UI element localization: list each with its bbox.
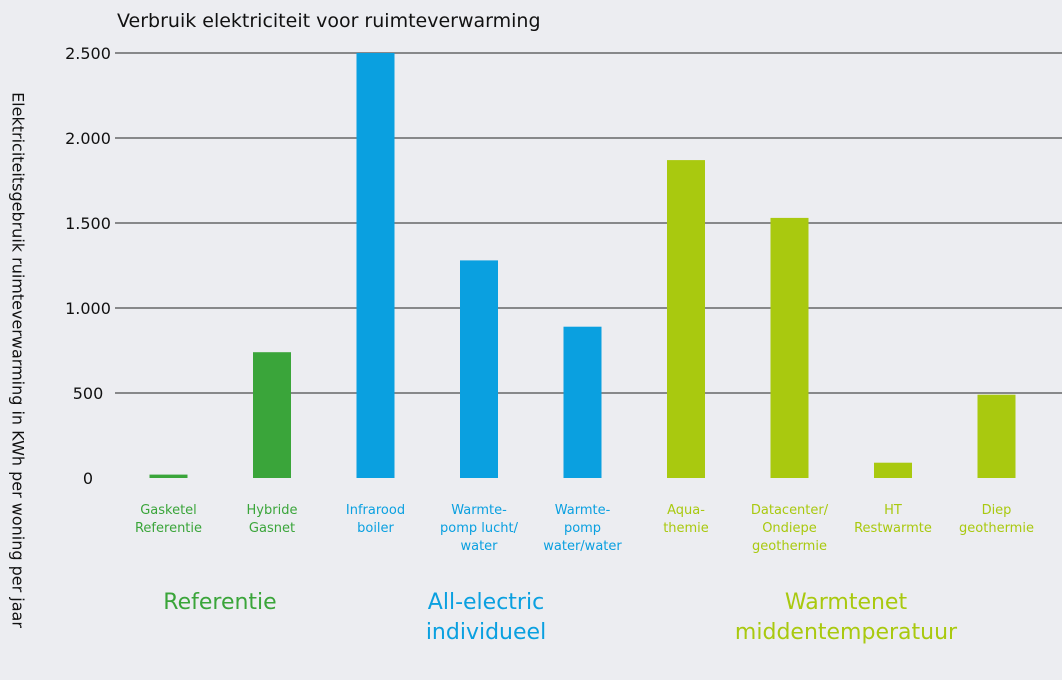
bar [356,53,395,478]
x-tick-label: Datacenter/Ondiepe geothermie [751,503,829,554]
y-tick-label: 1.500 [65,214,111,233]
chart-title: Verbruik elektriciteit voor ruimteverwar… [117,10,541,32]
x-tick-label: Warmte-pomp water/water [543,503,622,554]
x-tick-label: Gasketel Referentie [135,503,202,536]
y-tick-label: 0 [83,469,93,488]
x-tick-label: Hybride Gasnet [247,503,298,536]
bar [667,160,705,478]
x-tick-label: HT Restwarmte [854,503,932,536]
x-tick-label: Aqua-themie [663,503,709,536]
bar [253,352,291,478]
x-tick-label: Infrarood boiler [346,503,405,536]
x-tick-label: Diep geothermie [959,503,1034,536]
y-tick-label: 2.000 [65,129,111,148]
group-label-all-electric: All-electric individueel [425,590,547,645]
y-tick-label: 1.000 [65,299,111,318]
y-tick-label: 2.500 [65,44,111,63]
bar [563,326,602,478]
bar [460,260,498,478]
group-label-warmtenet: Warmtenet middentemperatuur [734,590,958,645]
bar [770,217,809,478]
bar [874,462,912,478]
bar [977,394,1016,478]
group-label-referentie: Referentie [163,590,277,615]
bar [149,474,188,478]
x-tick-label: Warmte-pomp lucht/water [440,503,519,554]
y-tick-label: 500 [73,384,104,403]
